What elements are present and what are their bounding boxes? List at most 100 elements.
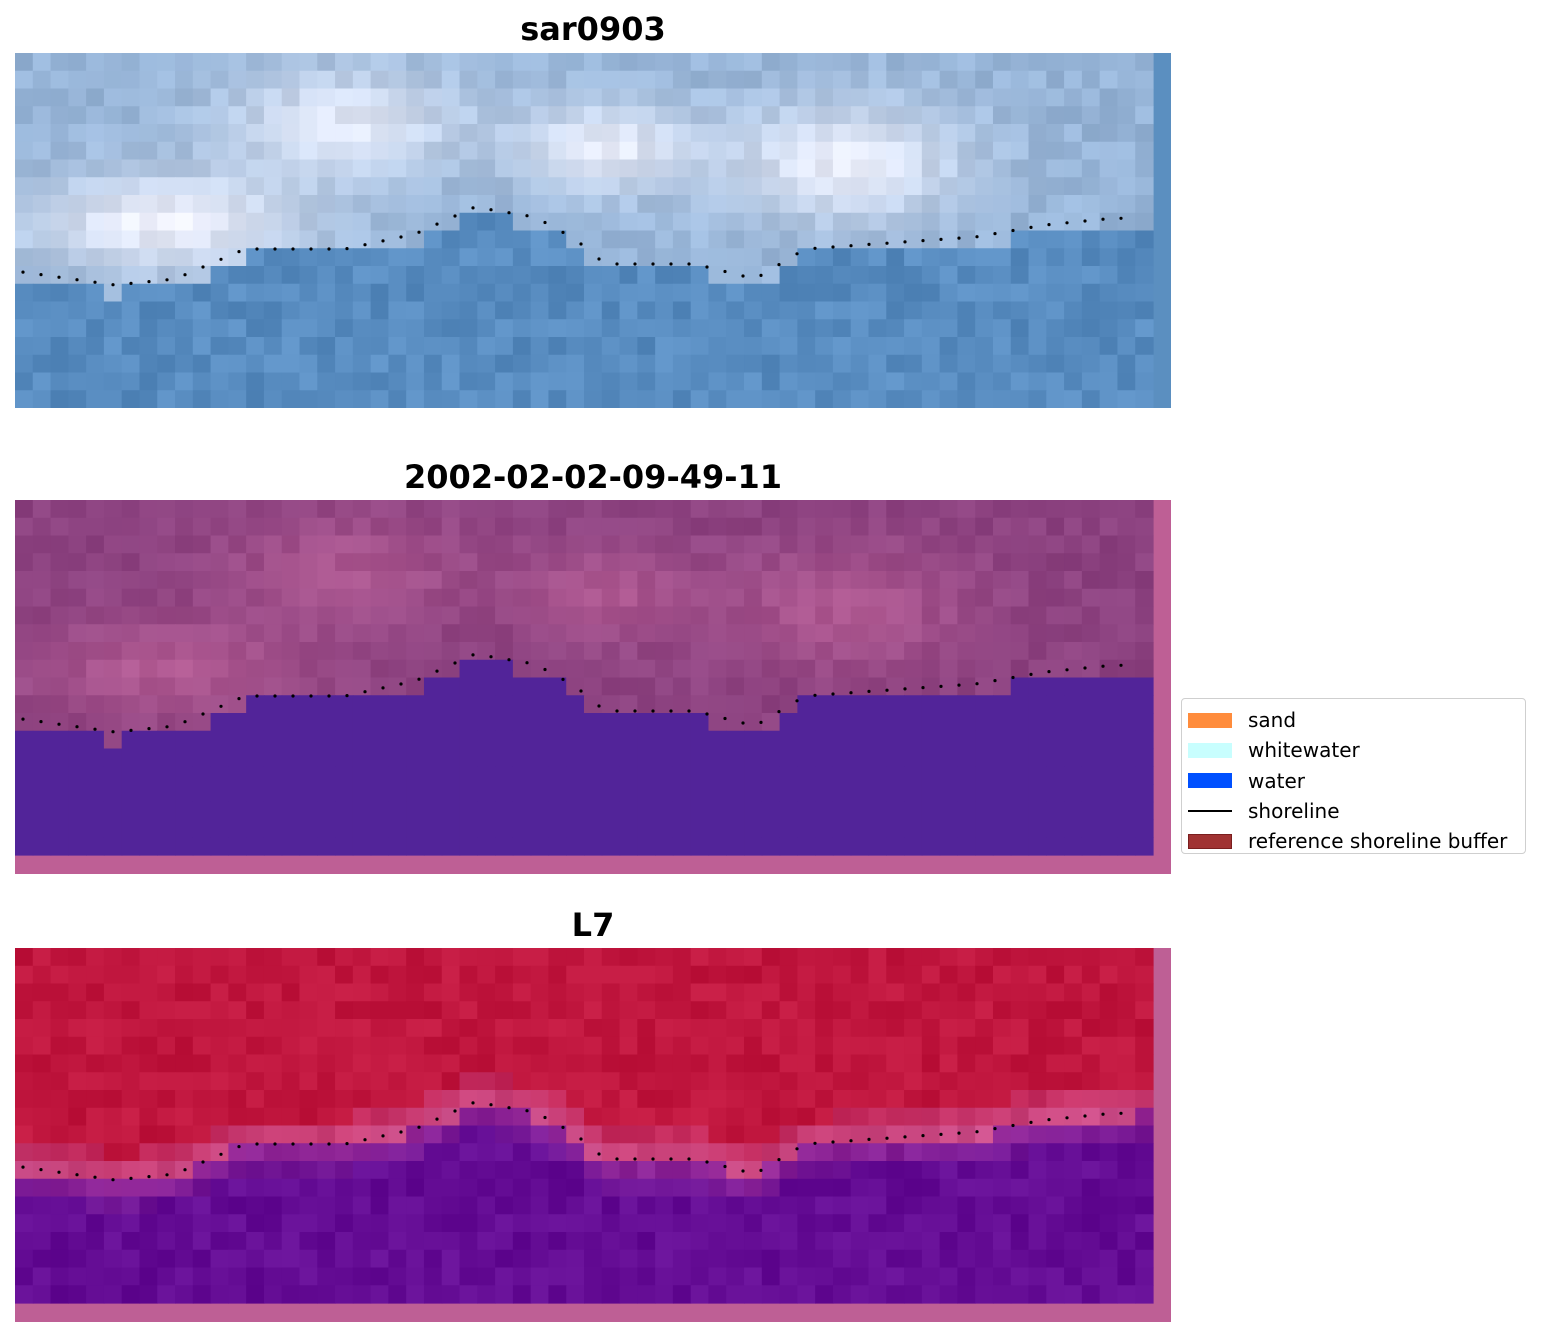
shoreline-dot	[399, 1130, 403, 1134]
shoreline-dot	[975, 682, 979, 686]
shoreline-dot	[57, 722, 61, 726]
shoreline-dot	[1029, 1120, 1033, 1124]
shoreline-dot	[705, 1160, 709, 1164]
shoreline-dot	[219, 257, 223, 261]
classified-image-panel	[15, 500, 1171, 874]
shoreline-dot	[741, 1169, 745, 1173]
whitewater-swatch	[1188, 742, 1232, 758]
shoreline-dot	[507, 658, 511, 662]
shoreline-dot	[75, 1173, 79, 1177]
shoreline-dot	[1101, 1112, 1105, 1116]
shoreline-dot	[669, 709, 673, 713]
shoreline-dot	[165, 725, 169, 729]
shoreline-dot	[381, 239, 385, 243]
shoreline-dot	[579, 1137, 583, 1141]
shoreline-dot	[903, 240, 907, 244]
buffer-swatch	[1188, 833, 1232, 849]
shoreline-dot	[399, 682, 403, 686]
shoreline-dot	[39, 1168, 43, 1172]
shoreline-dot	[741, 721, 745, 725]
shoreline-dot	[975, 1130, 979, 1134]
shoreline-dot	[489, 655, 493, 659]
shoreline-dot	[777, 1158, 781, 1162]
shoreline-dot	[957, 1131, 961, 1135]
shoreline-dot	[543, 220, 547, 225]
shoreline-dot	[759, 720, 763, 724]
shoreline-dot	[705, 712, 709, 716]
shoreline-dot	[147, 280, 151, 284]
shoreline-dot	[561, 230, 565, 234]
shoreline-dot	[327, 247, 331, 251]
legend-item-sand: sand	[1188, 705, 1519, 735]
shoreline-dot	[885, 688, 889, 692]
shoreline-dot	[57, 1170, 61, 1174]
shoreline-dot	[921, 1134, 925, 1138]
shoreline-dot	[507, 1106, 511, 1110]
shoreline-dot	[75, 278, 79, 282]
shoreline-dot	[165, 278, 169, 282]
shoreline-dot	[705, 265, 709, 269]
shoreline-dot	[561, 677, 565, 681]
shoreline-dot	[849, 244, 853, 248]
shoreline-dot	[21, 1165, 25, 1169]
shoreline-dot	[201, 1160, 205, 1164]
shoreline-dot	[381, 1134, 385, 1138]
shoreline-dot	[723, 716, 727, 721]
shoreline-dot	[957, 683, 961, 687]
shoreline-dot	[795, 252, 799, 256]
panel-title-date: 2002-02-02-09-49-11	[403, 458, 783, 496]
shoreline-dot	[813, 246, 817, 250]
shoreline-dot	[237, 250, 241, 254]
shoreline-dot	[615, 1157, 619, 1161]
shoreline-dots	[21, 206, 1123, 287]
shoreline-dot	[453, 661, 457, 665]
shoreline-dot	[399, 235, 403, 239]
shoreline-dot	[255, 247, 259, 251]
shoreline-dot	[903, 687, 907, 691]
shoreline-dot	[543, 667, 547, 672]
shoreline-dot	[1047, 1118, 1051, 1122]
shoreline-dot	[309, 1142, 313, 1146]
legend-label: sand	[1248, 708, 1297, 733]
shoreline-dot	[1011, 1123, 1015, 1128]
shoreline-dot	[975, 235, 979, 239]
shoreline-dot	[183, 273, 187, 277]
shoreline-dot	[1101, 217, 1105, 221]
shoreline-dot	[183, 1168, 187, 1172]
shoreline-dot	[291, 1142, 295, 1146]
shoreline-dot	[417, 1125, 421, 1129]
shoreline-dot	[291, 694, 295, 698]
shoreline-dot	[921, 239, 925, 243]
shoreline-dot	[939, 684, 943, 688]
shoreline-dot	[1011, 228, 1015, 233]
shoreline-dot	[651, 709, 655, 713]
shoreline-dot	[273, 1142, 277, 1146]
shoreline-dot	[1029, 225, 1033, 229]
shoreline-dot	[993, 232, 997, 236]
shoreline-dot	[381, 686, 385, 690]
shoreline-dot	[1011, 675, 1015, 680]
shoreline-dot	[435, 1117, 439, 1121]
shoreline-dot	[93, 1175, 97, 1179]
shoreline-line-swatch	[1188, 810, 1232, 813]
shoreline-dot	[435, 669, 439, 673]
legend-label: whitewater	[1248, 738, 1360, 763]
legend-item-water: water	[1188, 766, 1519, 796]
shoreline-dot	[525, 1109, 529, 1113]
shoreline-dots	[21, 653, 1123, 734]
shoreline-dot	[1083, 666, 1087, 670]
legend-label: shoreline	[1248, 799, 1340, 824]
shoreline-dot	[417, 230, 421, 234]
shoreline-dot	[687, 262, 691, 266]
shoreline-dot	[111, 1178, 115, 1182]
shoreline-dot	[633, 709, 637, 713]
shoreline-dot	[21, 717, 25, 721]
legend-label: reference shoreline buffer	[1248, 829, 1508, 854]
shoreline-dot	[201, 712, 205, 716]
shoreline-dot	[633, 262, 637, 266]
shoreline-dot	[489, 1103, 493, 1107]
shoreline-dot	[345, 1142, 349, 1146]
shoreline-dot	[867, 1137, 871, 1141]
shoreline-dot	[867, 689, 871, 693]
shoreline-dot	[1083, 219, 1087, 223]
